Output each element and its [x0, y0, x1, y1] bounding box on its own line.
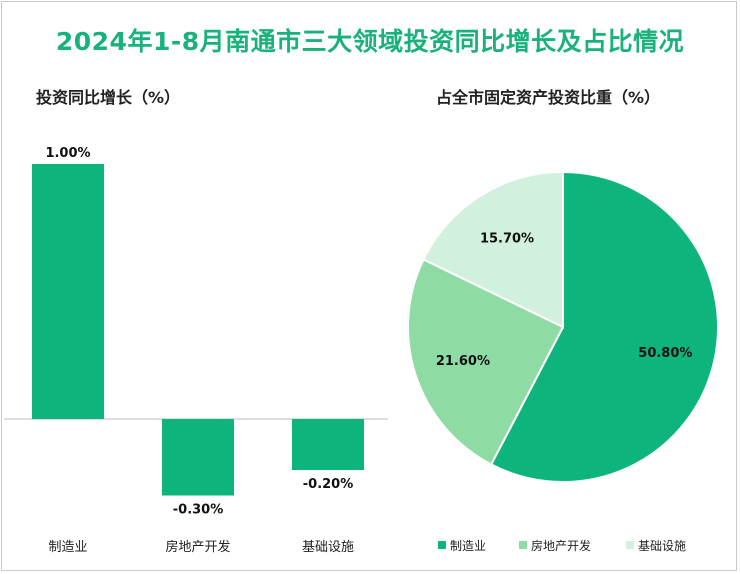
pie-chart-title: 占全市固定资产投资比重（%） — [436, 88, 661, 107]
bar-category-label-1: 制造业 — [48, 540, 87, 555]
bar-2 — [162, 419, 234, 496]
pie-slice-2 — [407, 258, 565, 466]
bar-value-label-3: -0.20% — [303, 477, 354, 492]
pie-value-label-3: 15.70% — [480, 232, 534, 247]
bar-category-label-2: 房地产开发 — [165, 539, 230, 555]
bar-1 — [32, 164, 104, 419]
legend-swatch-1 — [438, 541, 446, 549]
bar-category-label-3: 基础设施 — [302, 540, 354, 555]
bar-value-label-1: 1.00% — [45, 146, 90, 161]
legend-label-2: 房地产开发 — [531, 538, 591, 553]
pie-slice-3 — [422, 170, 564, 329]
legend-swatch-3 — [626, 541, 634, 549]
legend-label-1: 制造业 — [450, 539, 486, 553]
legend-label-3: 基础设施 — [638, 539, 686, 553]
chart-title: 2024年1-8月南通市三大领域投资同比增长及占比情况 — [55, 27, 685, 56]
bar-chart-title: 投资同比增长（%） — [36, 88, 181, 107]
pie-value-label-1: 50.80% — [638, 346, 692, 361]
legend-swatch-2 — [519, 541, 527, 549]
bar-value-label-2: -0.30% — [173, 503, 224, 518]
pie-slice-1 — [489, 170, 719, 483]
pie-value-label-2: 21.60% — [436, 354, 490, 369]
bar-3 — [292, 419, 364, 470]
